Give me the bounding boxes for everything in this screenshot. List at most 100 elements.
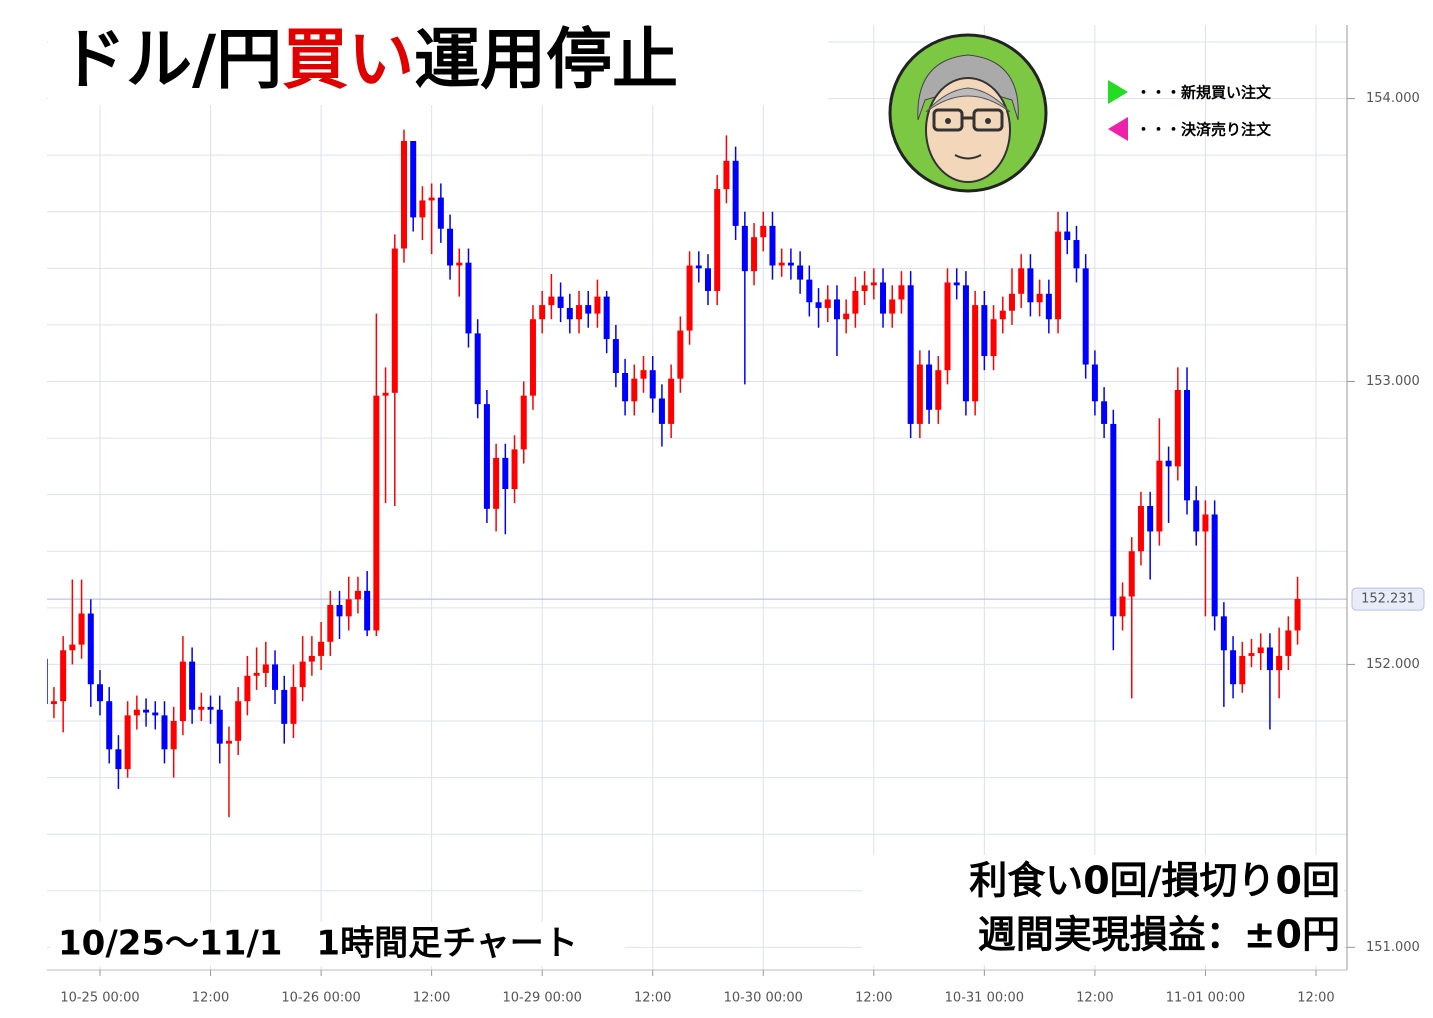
candles bbox=[47, 129, 1301, 818]
candle-body bbox=[364, 590, 371, 631]
x-tick-label: 10-31 00:00 bbox=[945, 991, 1024, 1006]
candle-body bbox=[161, 715, 168, 750]
candle-body bbox=[972, 305, 979, 402]
legend-label: ・・・新規買い注文 bbox=[1136, 84, 1272, 102]
candle-body bbox=[539, 305, 546, 320]
annotation: 利食い0回/損切り0回 bbox=[969, 859, 1340, 903]
candle-body bbox=[170, 721, 177, 750]
candle-body bbox=[732, 160, 739, 226]
candle-body bbox=[1257, 647, 1264, 654]
candle-body bbox=[78, 613, 85, 645]
candle-body bbox=[1294, 599, 1301, 631]
candle-body bbox=[47, 658, 48, 705]
candle-body bbox=[391, 248, 398, 393]
title-part: 買い bbox=[282, 21, 414, 98]
candle-body bbox=[299, 661, 306, 688]
y-tick-label: 152.000 bbox=[1366, 657, 1420, 672]
candle-body bbox=[1073, 240, 1080, 269]
candle-body bbox=[658, 398, 665, 424]
candle-body bbox=[769, 225, 776, 266]
candle-body bbox=[336, 605, 343, 617]
candle-body bbox=[953, 282, 960, 286]
title-bg bbox=[48, 25, 828, 105]
candle-body bbox=[1147, 505, 1154, 532]
candle-body bbox=[1285, 630, 1292, 656]
candle-body bbox=[686, 265, 693, 331]
candle-body bbox=[511, 449, 518, 490]
candle-body bbox=[1248, 653, 1255, 656]
candle-body bbox=[981, 305, 988, 357]
x-tick-label: 10-29 00:00 bbox=[502, 991, 581, 1006]
candle-body bbox=[714, 189, 721, 291]
candle-body bbox=[1045, 293, 1052, 320]
candle-body bbox=[318, 641, 325, 656]
candle-body bbox=[262, 664, 269, 673]
candle-body bbox=[235, 701, 242, 741]
candle-body bbox=[179, 661, 186, 722]
candle-body bbox=[603, 296, 610, 340]
legend-marker bbox=[1108, 117, 1128, 141]
candle-body bbox=[677, 330, 684, 379]
candle-body bbox=[1211, 514, 1218, 617]
candle-body bbox=[861, 285, 868, 291]
candle-body bbox=[1055, 231, 1062, 320]
candle-body bbox=[1220, 616, 1227, 651]
candle-body bbox=[272, 664, 279, 690]
candle-body bbox=[1239, 655, 1246, 685]
x-tick-label: 12:00 bbox=[192, 991, 229, 1006]
candle-body bbox=[1018, 268, 1025, 294]
candle-body bbox=[124, 715, 131, 770]
x-tick-label: 10-30 00:00 bbox=[724, 991, 803, 1006]
candle-body bbox=[1276, 655, 1283, 671]
candle-body bbox=[916, 364, 923, 424]
candle-body bbox=[437, 197, 444, 229]
candle-body bbox=[649, 370, 656, 399]
candle-body bbox=[133, 709, 140, 716]
chart-title: ドル/円買い運用停止 bbox=[60, 21, 678, 98]
candle-body bbox=[1174, 389, 1181, 467]
candle-body bbox=[1036, 293, 1043, 303]
candle-body bbox=[447, 228, 454, 266]
candle-body bbox=[1064, 231, 1071, 241]
candle-body bbox=[1027, 268, 1034, 303]
candle-body bbox=[152, 712, 159, 716]
labels: 151.000 152.000 153.000 154.000 10-25 00:00 1… bbox=[60, 91, 1425, 1006]
candle-body bbox=[1165, 460, 1172, 467]
candle-body bbox=[695, 265, 702, 269]
candle-body bbox=[382, 392, 389, 396]
candle-body bbox=[907, 285, 914, 424]
candle-body bbox=[751, 237, 758, 272]
candle-body bbox=[373, 395, 380, 631]
candle-body bbox=[870, 282, 877, 286]
candle-body bbox=[1202, 514, 1209, 532]
x-tick-label: 11-01 00:00 bbox=[1166, 991, 1245, 1006]
candle-body bbox=[806, 279, 813, 303]
y-tick-label: 154.000 bbox=[1366, 91, 1420, 106]
candle-body bbox=[622, 373, 629, 402]
candle-body bbox=[787, 262, 794, 266]
candle-body bbox=[207, 706, 214, 710]
candle-body bbox=[944, 282, 951, 371]
candle-body bbox=[824, 299, 831, 308]
legend-label: ・・・決済売り注文 bbox=[1136, 121, 1272, 139]
y-tick-label: 151.000 bbox=[1366, 940, 1420, 955]
candle-body bbox=[1266, 647, 1273, 671]
candle-body bbox=[493, 457, 500, 509]
candle-body bbox=[410, 141, 417, 218]
candle-body bbox=[990, 319, 997, 357]
candle-body bbox=[557, 296, 564, 308]
candle-body bbox=[281, 689, 288, 724]
candle-body bbox=[1008, 293, 1015, 311]
legend-marker bbox=[1108, 80, 1128, 104]
candle-body bbox=[97, 684, 103, 702]
candle-body bbox=[253, 672, 260, 676]
candle-body bbox=[778, 262, 785, 266]
candle-body bbox=[594, 296, 601, 314]
candle-body bbox=[419, 200, 426, 218]
candle-body bbox=[760, 225, 767, 238]
title-part: ドル/円 bbox=[60, 21, 282, 98]
x-tick-label: 12:00 bbox=[855, 991, 892, 1006]
candle-body bbox=[880, 282, 887, 314]
candle-body bbox=[999, 310, 1006, 320]
